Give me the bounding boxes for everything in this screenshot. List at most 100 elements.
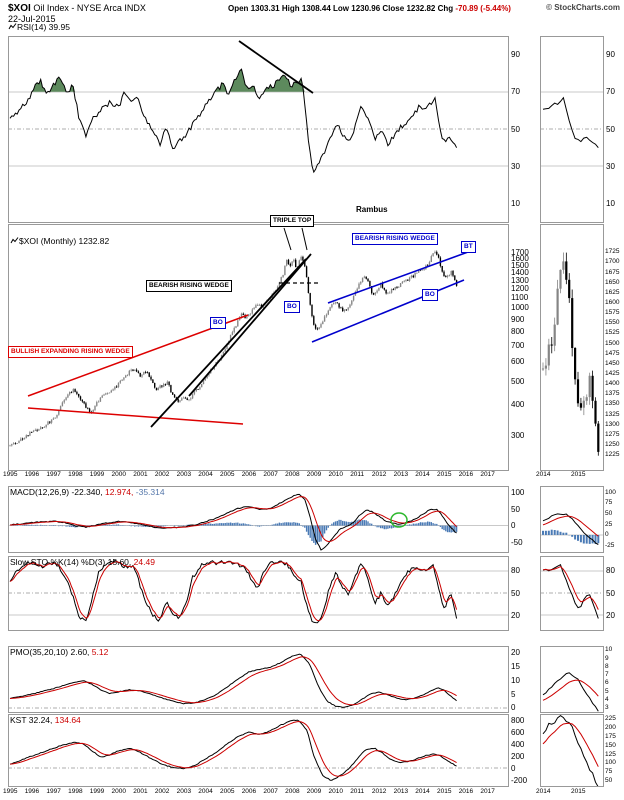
macd-histogram-bar — [436, 523, 438, 526]
pmo-signal-line — [9, 656, 457, 706]
macd-histogram-bar — [369, 523, 371, 526]
macd-histogram-bar — [390, 525, 393, 529]
price-y-label: 1000 — [511, 303, 529, 313]
price-y-label: 1600 — [511, 253, 529, 263]
macd-histogram-bar — [255, 525, 257, 527]
macd-histogram-bar — [307, 525, 310, 536]
x-year-label: 2014 — [415, 471, 430, 478]
macd-histogram-bar — [23, 524, 26, 526]
x-mini-year-label: 2015 — [571, 788, 586, 795]
pmo-mini-y-label: 8 — [605, 662, 609, 670]
rsi-y-label: 10 — [511, 198, 520, 208]
macd-legend: MACD(12,26,9) -22.340, 12.974, -35.314 — [10, 487, 165, 497]
panel-border — [8, 714, 509, 787]
macd-histogram-bar — [331, 523, 333, 526]
macd-histogram-bar — [295, 522, 297, 526]
x-year-label: 2017 — [480, 471, 495, 478]
price-mini-y-label: 1275 — [605, 430, 620, 438]
macd-histogram-bar — [16, 524, 18, 526]
rsi-line-mini — [542, 96, 599, 149]
macd-mini-y-label: 100 — [605, 488, 616, 496]
macd-histogram-bar — [210, 523, 212, 526]
x-mini-year-label: 2014 — [536, 471, 551, 478]
macd-histogram-bar — [296, 522, 299, 526]
x-year-label: 1997 — [46, 788, 61, 795]
price-mini-y-label: 1725 — [605, 248, 620, 256]
x-year-label: 2010 — [328, 471, 343, 478]
macd-histogram-bar — [137, 525, 140, 527]
x-year-label: 2016 — [458, 471, 474, 478]
pmo-y-label: 5 — [511, 689, 516, 699]
annotation-bearish-rising-wedge-black: BEARISH RISING WEDGE — [146, 280, 232, 292]
macd-histogram-bar — [260, 525, 263, 527]
macd-hist-value: -35.314 — [135, 487, 165, 497]
macd-mini-y-label: 0 — [605, 531, 609, 539]
indicator-icon — [8, 23, 17, 30]
macd-histogram-bar — [116, 524, 118, 526]
macd-histogram-bar — [439, 525, 442, 527]
price-y-label: 900 — [511, 314, 525, 324]
macd-histogram-bar — [407, 524, 409, 526]
x-year-label: 2015 — [437, 471, 452, 478]
pmo-mini-y-label: 10 — [605, 646, 613, 654]
macd-histogram-bar — [257, 525, 259, 527]
price-mini-y-label: 1550 — [605, 319, 620, 327]
pmo-plot — [9, 653, 457, 708]
macd-value: -22.340, — [71, 487, 103, 497]
x-year-label: 2000 — [111, 788, 126, 795]
macd-histogram-bar — [316, 525, 319, 544]
kst-mini-y-label: 125 — [605, 750, 616, 758]
sto-plot-mini — [542, 563, 599, 619]
macd-legend-label: MACD(12,26,9) — [10, 487, 70, 497]
triple-top-pointer-1 — [283, 227, 292, 251]
macd-histogram-bar — [425, 522, 427, 526]
pmo-y-label: 15 — [511, 662, 520, 672]
x-mini-year-label: 2015 — [571, 471, 586, 478]
wedge-blue-lower — [311, 279, 465, 343]
macd-histogram-bar — [186, 524, 188, 526]
x-year-label: 2008 — [285, 471, 300, 478]
macd-histogram-bar — [336, 520, 338, 526]
macd-histogram-bar — [45, 525, 47, 526]
rsi-plot-mini — [542, 96, 599, 149]
panel-border — [540, 36, 604, 223]
x-year-label: 1996 — [24, 471, 40, 478]
macd-histogram-bar — [52, 525, 55, 526]
macd-histogram-bar — [434, 523, 436, 526]
price-y-label: 500 — [511, 376, 525, 386]
macd-histogram-bar — [117, 524, 120, 526]
kst-mini-y-label: 50 — [605, 776, 613, 784]
symbol: $XOI — [8, 3, 31, 14]
x-year-label: 2014 — [415, 788, 430, 795]
macd-histogram-bar — [69, 525, 71, 527]
pmo-mini-y-label: 7 — [605, 671, 609, 679]
sto-legend-label: Slow STO %K(14) %D(3) — [10, 557, 106, 567]
price-mini-y-label: 1700 — [605, 258, 620, 266]
macd-histogram-bar — [54, 525, 56, 526]
x-mini-year-label: 2014 — [536, 788, 551, 795]
price-mini-y-label: 1650 — [605, 278, 620, 286]
macd-histogram-bar — [325, 525, 328, 531]
pmo-value: 2.60, — [70, 647, 90, 657]
x-year-label: 1999 — [89, 788, 105, 795]
kst-value: 32.24, — [28, 715, 53, 725]
macd-histogram-bar — [448, 525, 451, 533]
macd-line — [9, 493, 457, 551]
macd-histogram-bar — [410, 524, 413, 526]
chg-value: -70.89 (-5.44%) — [455, 4, 511, 13]
x-year-label: 2013 — [393, 471, 409, 478]
macd-histogram-bar — [34, 524, 36, 526]
macd-histogram-bar — [36, 524, 38, 526]
rsi-overbought-fill — [10, 69, 457, 92]
macd-histogram-bar — [72, 525, 74, 527]
price-mini-y-label: 1675 — [605, 268, 620, 276]
macd-histogram-bar — [276, 523, 279, 526]
macd-histogram-bar — [67, 525, 69, 527]
macd-histogram-bar — [164, 525, 167, 527]
rsi-mini-y-label: 90 — [606, 50, 615, 60]
kst-y-label: 600 — [511, 727, 525, 737]
x-year-label: 2003 — [176, 471, 192, 478]
annotation-bt: BT — [461, 241, 476, 253]
kst-mini-y-label: 225 — [605, 715, 616, 723]
macd-histogram-bar — [446, 525, 449, 533]
